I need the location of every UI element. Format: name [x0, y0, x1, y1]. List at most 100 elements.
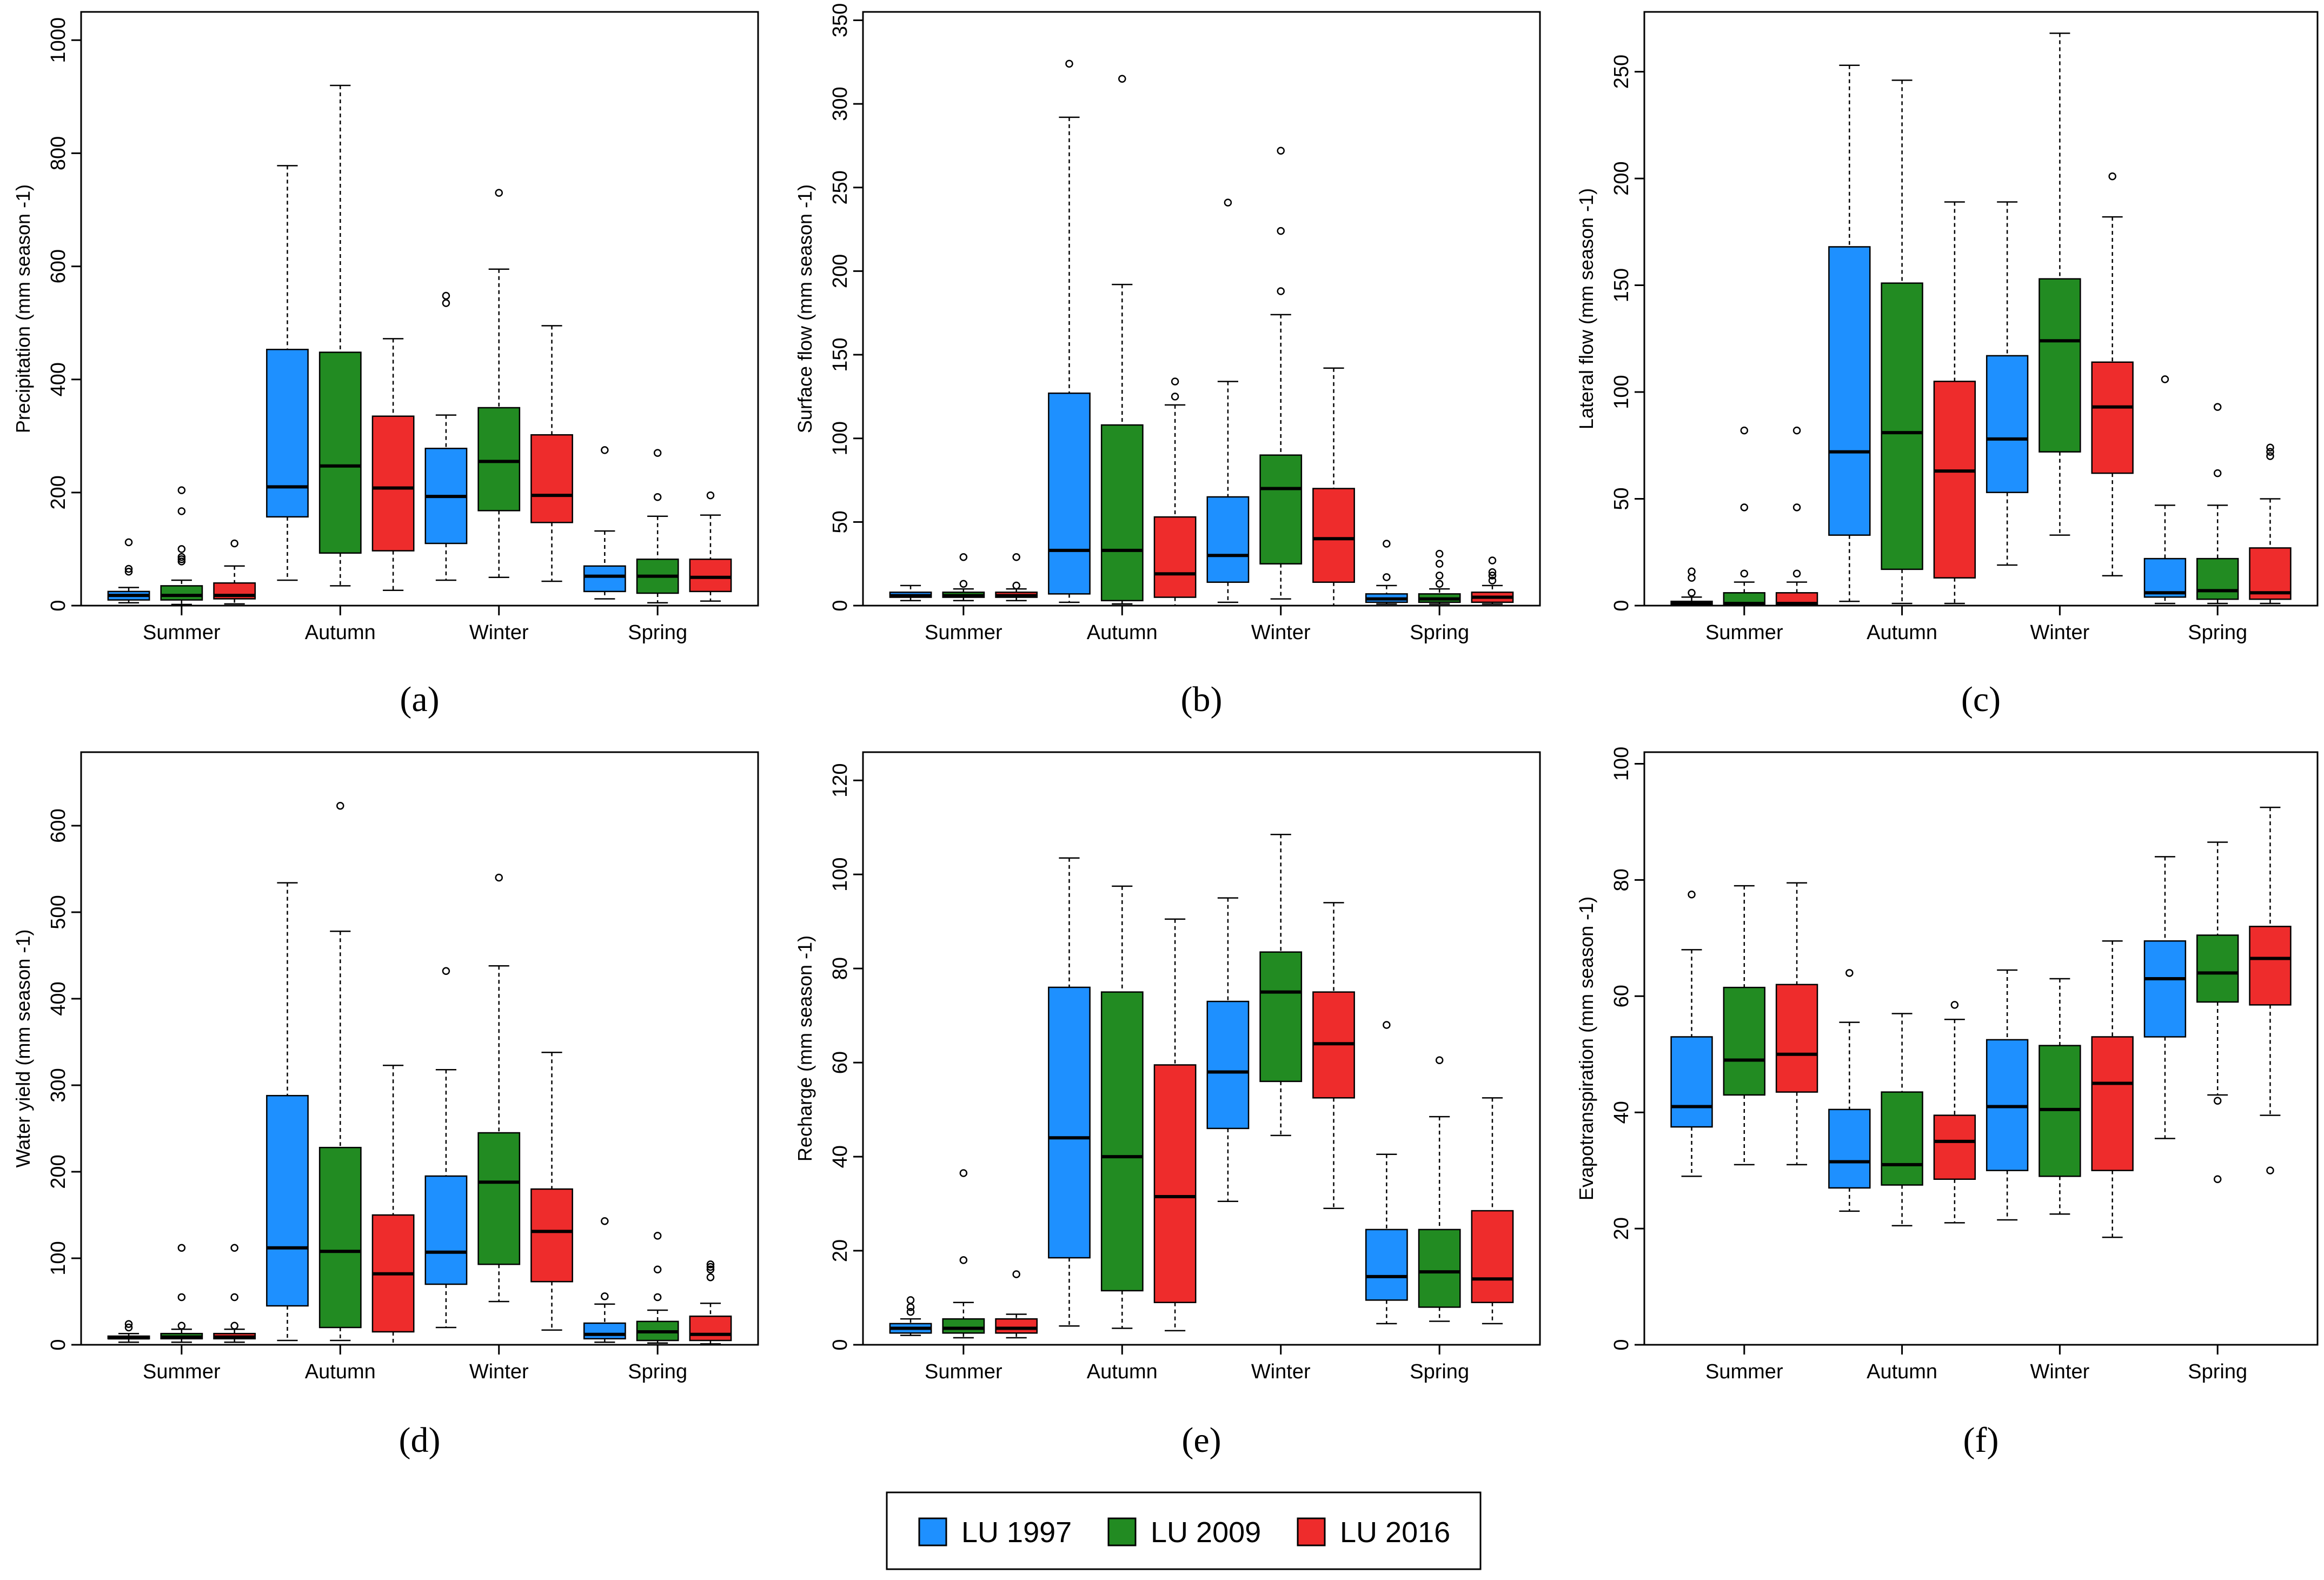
legend-label: LU 2016	[1340, 1516, 1450, 1549]
x-tick-label: Summer	[925, 1360, 1002, 1383]
box-lu-2016-autumn	[1153, 377, 1197, 607]
box-lu-2016-summer	[995, 1270, 1038, 1339]
plot-frame	[80, 751, 759, 1346]
box-lu-2016-spring	[689, 1260, 732, 1345]
x-tick-label: Autumn	[1867, 621, 1937, 644]
outlier-point	[1012, 553, 1020, 561]
outlier-point	[2266, 448, 2274, 456]
outlier-point	[2266, 1166, 2274, 1174]
panel-d: 0 100 200 300 400 500 600 Water yield (mm seaso…	[12, 751, 759, 1460]
box-lu-1997-summer	[107, 1320, 150, 1343]
outlier-point	[1171, 393, 1179, 401]
outlier-point	[177, 1322, 186, 1330]
legend-swatch	[1107, 1517, 1137, 1546]
plot-frame	[80, 11, 759, 607]
box-lu-2009-summer	[942, 553, 985, 601]
x-tick-label: Autumn	[1867, 1360, 1937, 1383]
panel-label: (d)	[399, 1420, 441, 1460]
box-lu-1997-autumn	[1048, 59, 1091, 603]
outlier-point	[906, 1296, 915, 1304]
outlier-point	[2213, 1097, 2222, 1105]
y-tick-label: 80	[1610, 868, 1633, 891]
y-tick-label: 200	[47, 475, 70, 509]
box-lu-2016-summer	[1775, 882, 1818, 1166]
outlier-point	[706, 1260, 715, 1269]
box-lu-2016-autumn	[371, 1064, 415, 1346]
box-lu-1997-spring	[583, 446, 626, 600]
outlier-point	[1488, 556, 1497, 565]
legend-label: LU 2009	[1151, 1516, 1261, 1549]
box-lu-2016-autumn	[1153, 918, 1197, 1332]
box-lu-1997-winter	[1206, 198, 1250, 603]
y-tick-label: 300	[829, 87, 852, 121]
box-lu-2016-winter	[2091, 172, 2134, 576]
box-iqr	[1206, 1000, 1250, 1130]
outlier-point	[124, 538, 133, 547]
y-tick-label: 20	[1610, 1217, 1633, 1240]
panel-c: 0 50 100 150 200 250 Lateral flow (mm season -…	[1575, 11, 2319, 719]
panel-f: 0 20 40 60 80 100 Evapotranspiration (mm seaso…	[1575, 747, 2319, 1460]
outlier-point	[442, 291, 450, 300]
box-iqr	[2249, 926, 2292, 1006]
y-tick-label: 100	[1610, 747, 1633, 781]
box-lu-2009-spring	[636, 449, 679, 604]
box-lu-2009-summer	[1723, 426, 1765, 607]
box-lu-1997-summer	[1670, 891, 1713, 1177]
panel-label: (b)	[1181, 680, 1223, 719]
box-lu-2016-spring	[1471, 1097, 1514, 1325]
box-iqr	[1259, 454, 1303, 565]
box-lu-2009-winter	[1259, 147, 1303, 600]
box-iqr	[1881, 1091, 1923, 1186]
outlier-point	[1383, 540, 1391, 548]
box-lu-2016-autumn	[1933, 1001, 1976, 1224]
outlier-point	[653, 449, 662, 457]
y-tick-label: 0	[47, 600, 70, 611]
outlier-point	[177, 1293, 186, 1302]
y-tick-label: 40	[1610, 1101, 1633, 1124]
box-lu-1997-spring	[1365, 1021, 1408, 1325]
box-iqr	[371, 415, 415, 552]
box-iqr	[1365, 1229, 1408, 1301]
outlier-point	[124, 1320, 133, 1328]
y-axis-title: Water yield (mm season -1)	[12, 930, 34, 1168]
box-lu-2009-autumn	[318, 801, 362, 1342]
outlier-point	[177, 1244, 186, 1252]
box-iqr	[424, 1175, 468, 1285]
outlier-point	[1012, 581, 1020, 590]
outlier-point	[1688, 891, 1696, 899]
box-iqr	[1259, 951, 1303, 1083]
outlier-point	[230, 1322, 238, 1330]
box-iqr	[2196, 557, 2239, 600]
outlier-point	[2108, 172, 2116, 181]
plot-frame	[862, 11, 1541, 607]
box-lu-2016-spring	[2249, 443, 2292, 605]
outlier-point	[177, 553, 186, 561]
outlier-point	[1383, 573, 1391, 581]
panel-a: 0 200 400 600 800 1000 Precipitation (mm seaso…	[12, 11, 759, 719]
outlier-point	[442, 967, 450, 975]
box-lu-2009-autumn	[1100, 75, 1144, 605]
box-lu-2009-spring	[1418, 549, 1461, 605]
box-lu-2009-winter	[477, 189, 521, 578]
y-tick-label: 400	[47, 981, 70, 1015]
box-iqr	[1828, 246, 1871, 536]
box-iqr	[266, 349, 309, 518]
box-lu-2009-summer	[160, 486, 203, 606]
box-lu-2009-spring	[2196, 841, 2239, 1184]
box-lu-1997-summer	[889, 585, 932, 601]
y-tick-label: 120	[829, 763, 852, 797]
box-iqr	[318, 1146, 362, 1329]
x-tick-label: Summer	[1705, 621, 1783, 644]
panel-label: (a)	[400, 680, 439, 719]
x-tick-label: Summer	[1705, 1360, 1783, 1383]
x-tick-label: Winter	[2030, 621, 2090, 644]
box-iqr	[689, 559, 732, 593]
x-tick-label: Winter	[1251, 621, 1311, 644]
outlier-point	[653, 1293, 662, 1302]
box-iqr	[2143, 940, 2187, 1038]
y-tick-label: 500	[47, 895, 70, 929]
outlier-point	[1118, 75, 1126, 83]
outlier-point	[1792, 426, 1801, 435]
box-iqr	[1723, 986, 1765, 1096]
